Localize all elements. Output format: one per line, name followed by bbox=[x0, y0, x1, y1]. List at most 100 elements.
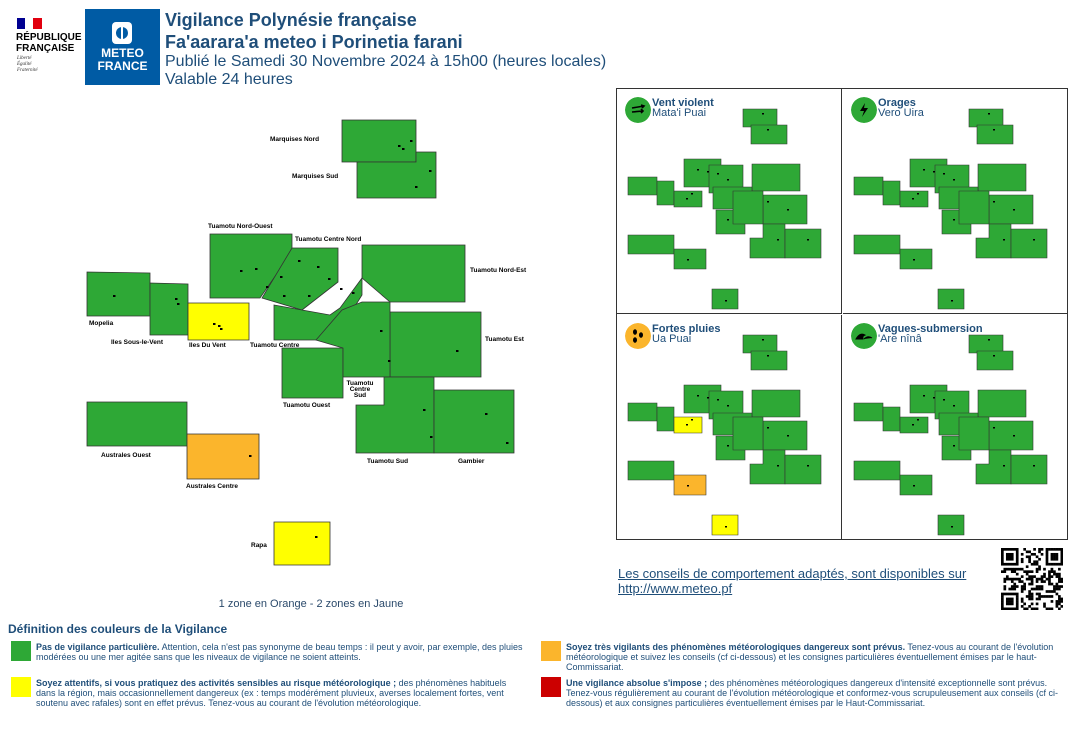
mini-zone-tuamotu-sud bbox=[975, 223, 1012, 259]
zone-label-tuamotu-centre-sud: Sud bbox=[354, 392, 366, 399]
island-speck bbox=[213, 323, 216, 325]
panel-vagues-submersion: Vagues-submersion 'Are nînâ bbox=[843, 315, 1068, 540]
mini-zone-australes-centre bbox=[899, 248, 933, 270]
island-speck bbox=[177, 303, 180, 305]
panel-title: Fortes pluies bbox=[652, 323, 721, 335]
island-speck bbox=[943, 173, 945, 175]
island-speck bbox=[953, 179, 955, 181]
zone-label-tuamotu-nord-ouest: Tuamotu Nord-Ouest bbox=[208, 223, 273, 230]
panel-subtitle: Ua Puai bbox=[652, 333, 692, 345]
island-speck bbox=[485, 413, 488, 415]
island-speck bbox=[380, 330, 383, 332]
mini-zone-rapa bbox=[711, 514, 739, 536]
mini-zone-tuamotu-nord-est bbox=[977, 389, 1027, 418]
island-speck bbox=[933, 171, 935, 173]
advice-link[interactable]: Les conseils de comportement adaptés, so… bbox=[618, 566, 988, 596]
legend-text-yellow: Soyez attentifs, si vous pratiquez des a… bbox=[36, 678, 507, 708]
island-speck bbox=[506, 442, 509, 444]
legend-swatch-yellow bbox=[11, 677, 31, 697]
zone-label-tuamotu-centre-sud: Centre bbox=[350, 386, 371, 393]
mini-zone-marquises-nord bbox=[968, 108, 1004, 128]
island-speck bbox=[255, 268, 258, 270]
mini-zone-tuamotu-sud bbox=[749, 223, 786, 259]
marianne-flag-icon bbox=[17, 18, 42, 29]
island-speck bbox=[415, 186, 418, 188]
island-speck bbox=[993, 201, 995, 203]
island-speck bbox=[1013, 209, 1015, 211]
legend-text-red: Une vigilance absolue s'impose ; des phé… bbox=[566, 678, 1058, 708]
legend-text-orange: Soyez très vigilants des phénomènes mété… bbox=[566, 642, 1054, 672]
island-speck bbox=[686, 198, 688, 200]
island-speck bbox=[993, 129, 995, 131]
island-speck bbox=[315, 536, 318, 538]
mini-zone-tuamotu-centre-sud bbox=[732, 416, 764, 451]
mini-zone-gambier bbox=[784, 454, 822, 485]
island-speck bbox=[1033, 465, 1035, 467]
zone-label-rapa: Rapa bbox=[251, 542, 267, 549]
island-speck bbox=[456, 350, 459, 352]
island-speck bbox=[317, 266, 320, 268]
island-speck bbox=[777, 239, 779, 241]
qr-code bbox=[1001, 548, 1064, 611]
island-speck bbox=[917, 193, 919, 195]
rain-icon bbox=[625, 323, 651, 349]
zone-label-marquises-nord: Marquises Nord bbox=[270, 136, 319, 143]
zone-label-tuamotu-centre-sud: Tuamotu bbox=[347, 380, 374, 387]
island-speck bbox=[340, 288, 343, 290]
mini-zone-tuamotu-est bbox=[988, 420, 1034, 451]
zone-mopelia bbox=[86, 271, 151, 317]
mini-map-vagues-submersion bbox=[853, 334, 1048, 536]
mini-zone-iles-sous-le-vent bbox=[656, 180, 675, 206]
island-speck bbox=[933, 397, 935, 399]
mini-zone-tuamotu-nord-est bbox=[751, 163, 801, 192]
zone-label-tuamotu-ouest: Tuamotu Ouest bbox=[283, 402, 331, 409]
meteo-pf-link[interactable]: http://www.meteo.pf bbox=[618, 581, 733, 596]
island-speck bbox=[220, 328, 223, 330]
island-speck bbox=[687, 259, 689, 261]
island-speck bbox=[423, 409, 426, 411]
panel-title: Vagues-submersion bbox=[878, 323, 983, 335]
publication-date: Publié le Samedi 30 Novembre 2024 à 15h0… bbox=[165, 53, 607, 70]
zone-label-tuamotu-nord-est: Tuamotu Nord-Est bbox=[470, 267, 527, 274]
island-speck bbox=[807, 239, 809, 241]
island-speck bbox=[328, 278, 331, 280]
panel-orages: Orages Vero Uira bbox=[843, 89, 1068, 314]
validity-period: Valable 24 heures bbox=[165, 71, 293, 88]
mini-zone-mopelia bbox=[627, 176, 658, 196]
title-tahitian: Fa'aarara'a meteo i Porinetia farani bbox=[165, 32, 463, 52]
island-speck bbox=[1033, 239, 1035, 241]
island-speck bbox=[767, 355, 769, 357]
zone-australes-ouest bbox=[86, 401, 188, 447]
island-speck bbox=[1013, 435, 1015, 437]
mini-zone-tuamotu-centre-sud bbox=[732, 190, 764, 225]
island-speck bbox=[388, 360, 391, 362]
island-speck bbox=[240, 270, 243, 272]
panel-subtitle: Vero Uira bbox=[878, 107, 924, 119]
panel-subtitle: 'Are nînâ bbox=[878, 333, 922, 345]
island-speck bbox=[767, 129, 769, 131]
zone-rapa bbox=[273, 521, 331, 566]
island-speck bbox=[717, 399, 719, 401]
zone-iles-sous-le-vent bbox=[149, 282, 189, 336]
island-speck bbox=[691, 193, 693, 195]
meteo-line1: METEO bbox=[101, 46, 144, 60]
mini-zone-tuamotu-nord-est bbox=[977, 163, 1027, 192]
meteo-france-logo: METEO FRANCE bbox=[85, 9, 160, 85]
island-speck bbox=[923, 169, 925, 171]
zone-australes-centre bbox=[186, 433, 260, 480]
mini-zone-rapa bbox=[937, 288, 965, 310]
motto-fraternite: Fraternité bbox=[17, 68, 38, 73]
mini-zone-marquises-nord bbox=[742, 108, 778, 128]
zone-label-iles-sous-le-vent: Iles Sous-le-Vent bbox=[111, 339, 164, 346]
island-speck bbox=[398, 145, 401, 147]
mini-map-vent-violent bbox=[627, 108, 822, 310]
mini-zone-marquises-nord bbox=[742, 334, 778, 354]
phenomena-panels: Vent violent Mata'i Puai Orages Vero Uir… bbox=[616, 88, 1068, 540]
mini-zone-tuamotu-centre-sud bbox=[958, 416, 990, 451]
zone-marquises-nord bbox=[341, 119, 417, 163]
mini-zone-australes-ouest bbox=[627, 234, 675, 255]
island-speck bbox=[913, 485, 915, 487]
mini-zone-marquises-sud bbox=[976, 350, 1014, 371]
island-speck bbox=[767, 427, 769, 429]
zone-label-tuamotu-centre-nord: Tuamotu Centre Nord bbox=[295, 236, 361, 243]
